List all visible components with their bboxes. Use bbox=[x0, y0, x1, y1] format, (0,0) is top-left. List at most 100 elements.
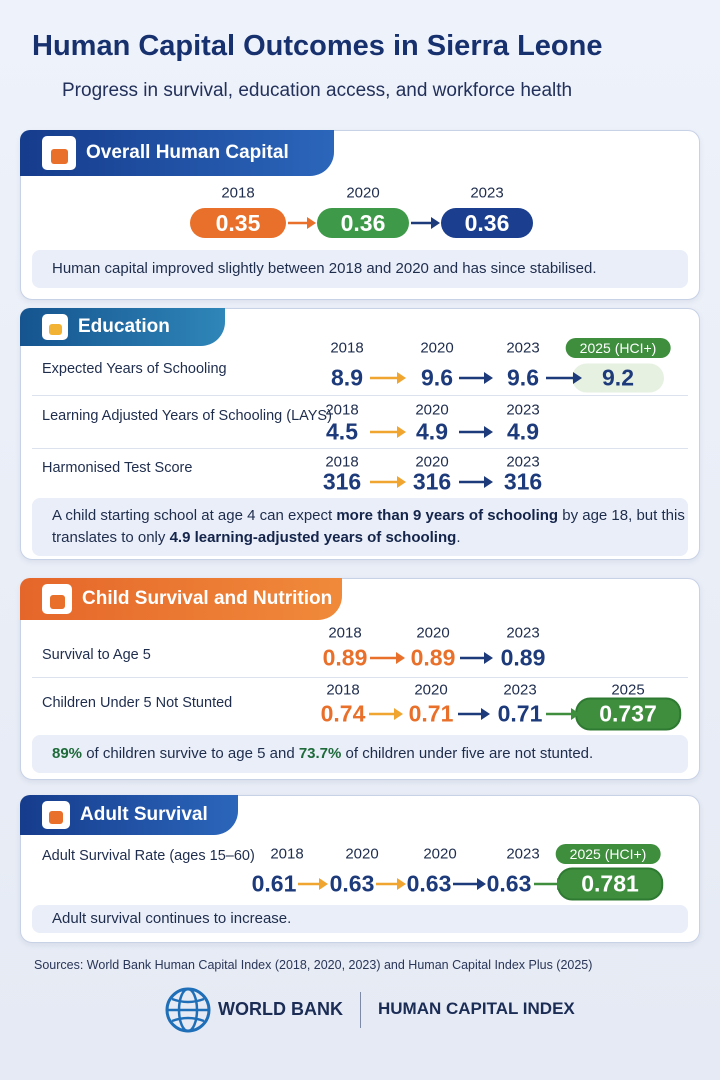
year-label: 2018 bbox=[326, 681, 360, 699]
year-label: 2023 bbox=[506, 624, 540, 642]
year-label: 2020 bbox=[416, 624, 450, 642]
value: 9.6 bbox=[507, 364, 539, 391]
arrow bbox=[370, 652, 405, 664]
value: 0.89 bbox=[322, 644, 368, 671]
icon-shape bbox=[49, 811, 63, 824]
year-label: 2018 bbox=[270, 845, 304, 863]
year-label: 2023 bbox=[470, 184, 504, 202]
value: 8.9 bbox=[331, 364, 363, 391]
icon-shape bbox=[49, 595, 65, 609]
title: Human Capital Outcomes in Sierra Leone bbox=[32, 30, 603, 62]
year-label: 2020 bbox=[423, 845, 457, 863]
section-title: Child Survival and Nutrition bbox=[82, 588, 333, 609]
year-label: 2025 bbox=[611, 681, 645, 699]
note-box: Human capital improved slightly between … bbox=[32, 250, 688, 288]
note-text: A child starting school at age 4 can exp… bbox=[52, 505, 688, 550]
row-divider bbox=[32, 677, 688, 678]
year-label: 2020 bbox=[420, 339, 454, 357]
arrow bbox=[534, 878, 566, 890]
value: 0.36 bbox=[441, 208, 533, 238]
arrow bbox=[453, 878, 486, 890]
row-label: Learning Adjusted Years of Schooling (LA… bbox=[42, 408, 332, 424]
year-label: 2018 bbox=[328, 624, 362, 642]
note-text: Human capital improved slightly between … bbox=[52, 258, 597, 281]
arrow bbox=[370, 426, 406, 438]
note-box: Adult survival continues to increase. bbox=[32, 905, 688, 933]
year-label: 2020 bbox=[414, 681, 448, 699]
arrow bbox=[546, 708, 580, 720]
section-icon bbox=[42, 314, 68, 340]
note-segment: A child starting school at age 4 can exp… bbox=[52, 506, 337, 524]
section-icon bbox=[42, 801, 70, 829]
subtitle: Progress in survival, education access, … bbox=[62, 80, 573, 101]
note-box: A child starting school at age 4 can exp… bbox=[32, 498, 688, 556]
value: 0.71 bbox=[408, 700, 454, 727]
note-segment: 73.7% bbox=[298, 744, 342, 762]
year-label: 2023 bbox=[506, 339, 540, 357]
arrow bbox=[460, 652, 493, 664]
value: 0.61 bbox=[251, 870, 297, 897]
year-label: 2023 bbox=[506, 401, 540, 419]
value: 0.63 bbox=[329, 870, 375, 897]
icon-shape bbox=[50, 148, 68, 164]
section-tab: Child Survival and Nutrition bbox=[20, 578, 342, 620]
note-segment: by age 18, but this translates to only bbox=[52, 506, 685, 547]
value: 0.781 bbox=[557, 867, 663, 901]
product-name: HUMAN CAPITAL INDEX bbox=[378, 999, 575, 1018]
year-label: 2018 bbox=[221, 184, 255, 202]
arrow bbox=[459, 372, 493, 384]
arrow bbox=[459, 426, 493, 438]
value: 0.63 bbox=[486, 870, 532, 897]
arrow bbox=[370, 372, 406, 384]
arrow bbox=[376, 878, 406, 890]
value: 0.74 bbox=[320, 700, 366, 727]
row-label: Children Under 5 Not Stunted bbox=[42, 695, 233, 711]
section-tab: Education bbox=[20, 308, 225, 346]
globe-icon bbox=[165, 987, 211, 1033]
value: 0.35 bbox=[190, 208, 286, 238]
year-label: 2018 bbox=[325, 453, 359, 471]
row-label: Harmonised Test Score bbox=[42, 460, 193, 476]
year-label: 2025 (HCI+) bbox=[555, 844, 661, 864]
footer-divider bbox=[360, 992, 361, 1028]
section-title: Overall Human Capital bbox=[86, 142, 289, 163]
arrow bbox=[411, 217, 440, 229]
value: 0.63 bbox=[406, 870, 452, 897]
value: 9.2 bbox=[572, 363, 664, 393]
org-name: WORLD BANK bbox=[218, 999, 343, 1019]
value: 0.89 bbox=[410, 644, 456, 671]
value: 9.6 bbox=[421, 364, 453, 391]
arrow bbox=[288, 217, 316, 229]
note-segment: more than 9 years of schooling bbox=[336, 506, 559, 524]
note-segment: 89% bbox=[52, 744, 83, 762]
value: 4.9 bbox=[416, 418, 448, 445]
section-tab: Adult Survival bbox=[20, 795, 238, 835]
value: 316 bbox=[503, 468, 543, 495]
year-label: 2020 bbox=[415, 453, 449, 471]
value: 4.9 bbox=[507, 418, 539, 445]
arrow bbox=[298, 878, 328, 890]
section-icon bbox=[42, 136, 76, 170]
value: 316 bbox=[322, 468, 362, 495]
year-label: 2018 bbox=[330, 339, 364, 357]
year-label: 2020 bbox=[346, 184, 380, 202]
arrow bbox=[458, 708, 490, 720]
icon-shape bbox=[48, 323, 62, 336]
note-segment: Adult survival continues to increase. bbox=[52, 909, 292, 927]
note-segment: of children survive to age 5 and bbox=[82, 744, 299, 762]
note-segment: of children under five are not stunted. bbox=[341, 744, 594, 762]
note-segment: . bbox=[456, 529, 461, 546]
arrow bbox=[369, 708, 403, 720]
year-label: 2020 bbox=[415, 401, 449, 419]
year-label: 2020 bbox=[345, 845, 379, 863]
value: 4.5 bbox=[326, 418, 358, 445]
year-label: 2018 bbox=[325, 401, 359, 419]
year-label: 2023 bbox=[506, 453, 540, 471]
value: 0.71 bbox=[497, 700, 543, 727]
row-label: Adult Survival Rate (ages 15–60) bbox=[42, 848, 255, 864]
sources: Sources: World Bank Human Capital Index … bbox=[34, 958, 593, 972]
note-segment: 4.9 learning-adjusted years of schooling bbox=[169, 529, 457, 546]
year-label: 2023 bbox=[503, 681, 537, 699]
note-text: 89% of children survive to age 5 and 73.… bbox=[52, 743, 593, 766]
